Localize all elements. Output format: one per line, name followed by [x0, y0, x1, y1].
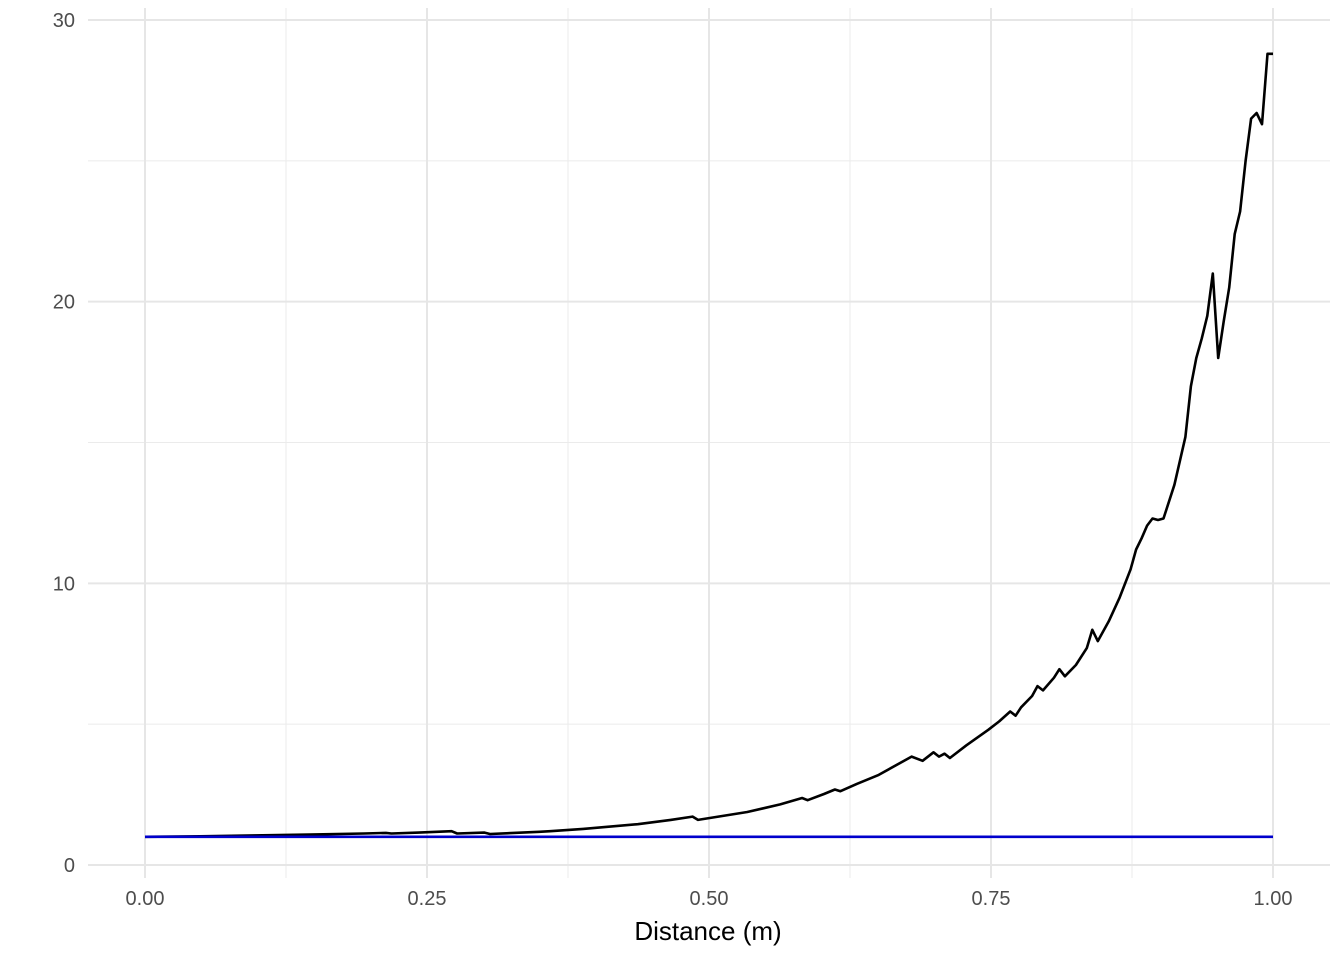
- y-tick-label: 0: [64, 855, 75, 877]
- x-axis-title: Distance (m): [634, 916, 781, 946]
- x-tick-label: 0.25: [408, 888, 447, 910]
- x-tick-label: 0.00: [126, 888, 165, 910]
- y-tick-label: 10: [53, 573, 75, 595]
- y-tick-label: 30: [53, 10, 75, 32]
- y-tick-label: 20: [53, 292, 75, 314]
- x-tick-label: 1.00: [1254, 888, 1293, 910]
- x-axis-ticks: 0.00 0.25 0.50 0.75 1.00: [126, 888, 1293, 910]
- series-layer: [144, 52, 1273, 839]
- major-gridlines: [88, 8, 1330, 878]
- black-series-line: [144, 52, 1273, 839]
- x-tick-label: 0.75: [972, 888, 1011, 910]
- y-axis-ticks: 0 10 20 30: [53, 10, 75, 877]
- x-tick-label: 0.50: [690, 888, 729, 910]
